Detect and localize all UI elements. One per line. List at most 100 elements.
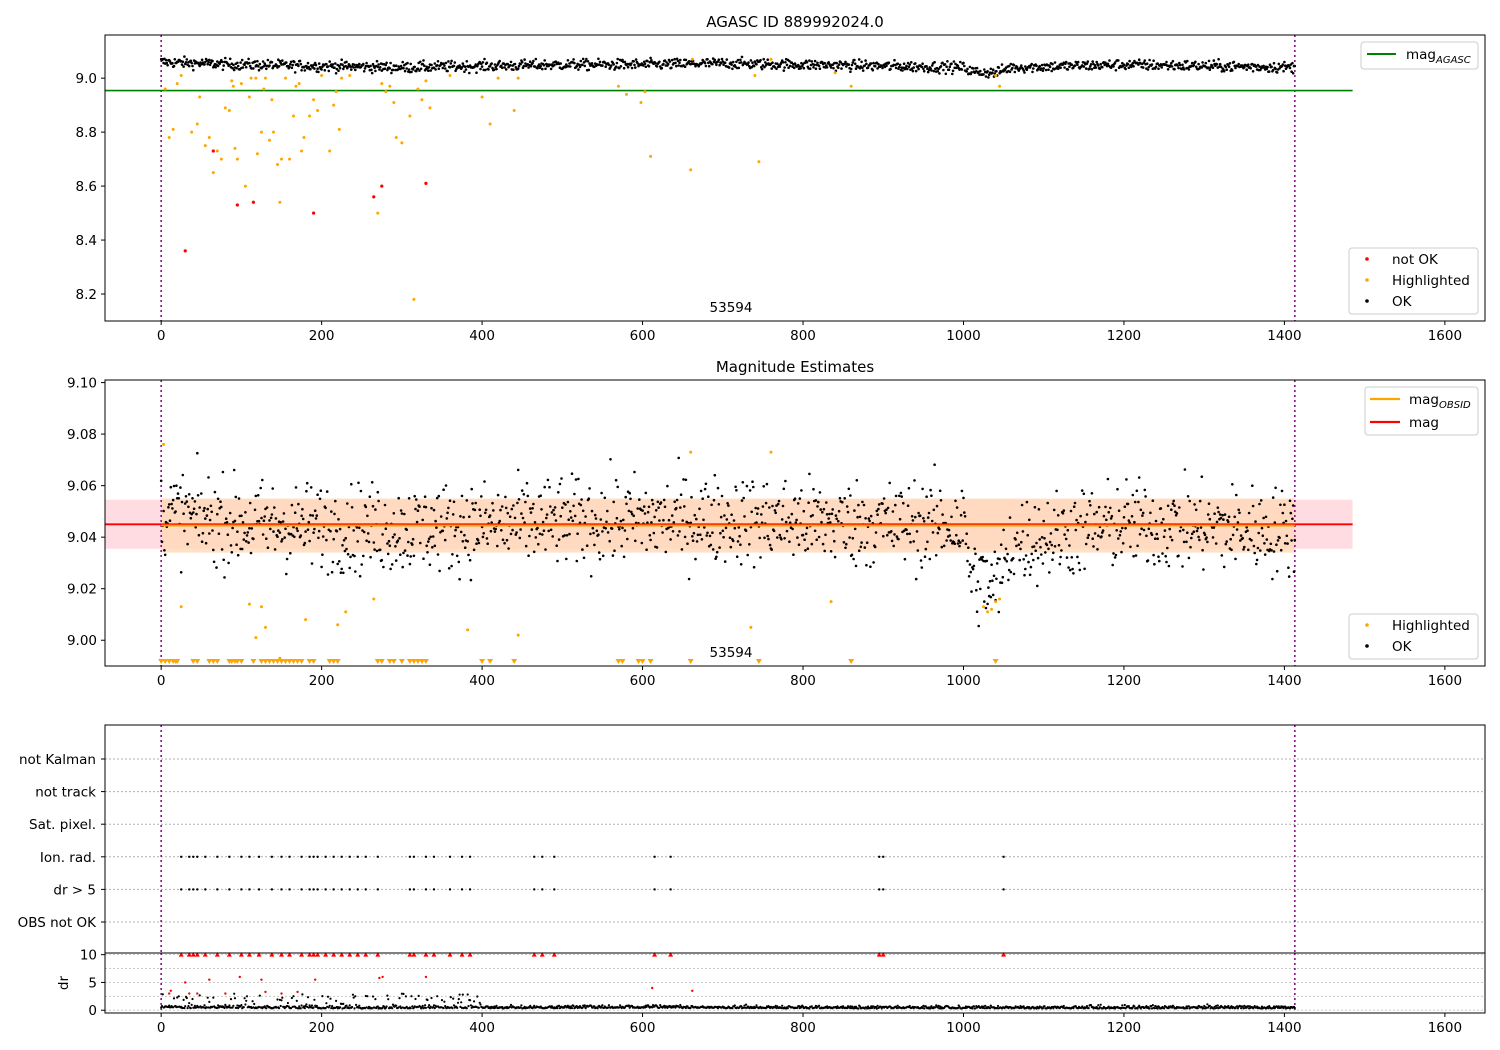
- dr-ok-point: [866, 1007, 869, 1010]
- highlighted-point: [769, 57, 773, 61]
- highlighted-point: [179, 73, 183, 77]
- ok-point: [936, 531, 940, 535]
- ok-point: [666, 62, 670, 66]
- ok-point: [1134, 554, 1138, 557]
- ok-point: [1028, 66, 1032, 69]
- ok-point: [1291, 504, 1295, 507]
- ok-point: [669, 538, 672, 541]
- highlighted-point: [223, 106, 227, 110]
- ok-point: [484, 511, 487, 515]
- ok-point: [867, 517, 871, 520]
- ok-point: [341, 544, 344, 547]
- ok-point: [195, 512, 198, 516]
- dr-ok-point: [244, 1003, 247, 1006]
- highlighted-point: [372, 597, 376, 601]
- ok-point: [862, 503, 866, 507]
- ok-point: [914, 62, 917, 65]
- ok-point: [310, 562, 314, 565]
- ok-point: [704, 482, 708, 486]
- dr-ok-point: [345, 1004, 348, 1007]
- ok-point: [457, 560, 461, 564]
- ok-point: [1109, 506, 1112, 510]
- ok-point: [677, 456, 680, 460]
- ok-point: [252, 67, 255, 70]
- ok-point: [1120, 550, 1123, 554]
- p1-xtick-label: 800: [790, 328, 816, 344]
- dr-gt5-flag-point: [348, 888, 351, 891]
- dr-ok-point: [303, 1007, 306, 1010]
- dr-ok-point: [1247, 1005, 1250, 1008]
- ok-point: [784, 520, 788, 524]
- ok-point: [938, 489, 942, 493]
- ok-point: [516, 468, 520, 472]
- dr-ok-point: [1099, 1003, 1102, 1006]
- ok-point: [599, 518, 603, 521]
- ok-point: [1019, 547, 1022, 551]
- ok-point: [544, 548, 547, 551]
- ok-point: [570, 472, 574, 476]
- ok-point: [190, 512, 193, 516]
- ok-point: [859, 545, 863, 549]
- ok-point: [845, 505, 849, 508]
- ok-point: [536, 526, 539, 530]
- ok-point: [854, 564, 858, 568]
- ok-point: [507, 547, 510, 550]
- ok-point: [1142, 61, 1146, 64]
- ok-point: [673, 500, 676, 504]
- ok-point: [1258, 65, 1261, 68]
- agasc-magnitude-panel: AGASC ID 889992024.0 53594 0 200 400 600 800…: [76, 13, 1486, 344]
- ok-point: [837, 63, 841, 66]
- ok-point: [853, 62, 857, 65]
- dr-gt5-flag-point: [204, 888, 207, 891]
- ok-point: [604, 527, 607, 530]
- dr-ok-point: [424, 1006, 427, 1010]
- dr-red-point: [167, 992, 171, 995]
- ok-point: [431, 546, 434, 549]
- ok-point: [339, 571, 343, 574]
- ok-point: [893, 58, 896, 62]
- dr-ok-point: [355, 1003, 358, 1007]
- ok-point: [898, 65, 901, 69]
- p4-xtick-label: 1200: [1107, 1020, 1141, 1036]
- ok-point: [443, 67, 447, 70]
- dr-ok-point: [786, 1007, 789, 1010]
- ok-point: [1137, 500, 1140, 504]
- offscale-marker: [306, 659, 313, 664]
- p4-xtick-label: 400: [469, 1020, 495, 1036]
- legend-point-label: Highlighted: [1392, 618, 1470, 634]
- dr-ok-point: [404, 995, 407, 998]
- highlighted-point: [488, 122, 492, 126]
- dr-ok-point: [1208, 1004, 1211, 1007]
- ok-point: [346, 502, 349, 505]
- ok-point: [927, 511, 931, 515]
- p2-xtick-label: 800: [790, 673, 816, 689]
- ok-point: [1157, 555, 1160, 558]
- offscale-marker: [270, 659, 277, 664]
- ok-point: [1128, 521, 1131, 524]
- dr-clipped-marker: [186, 952, 192, 957]
- dr-ok-point: [1186, 1007, 1189, 1010]
- ok-point: [278, 531, 282, 534]
- ok-point: [872, 561, 875, 564]
- ok-point: [314, 63, 318, 67]
- flag-category-label: Ion. rad.: [40, 850, 96, 866]
- dr-clipped-marker: [246, 952, 252, 957]
- ok-point: [1020, 64, 1023, 67]
- panel1-line-legend: [1360, 41, 1479, 70]
- ok-point: [424, 505, 428, 509]
- ok-point: [740, 499, 744, 502]
- ok-point: [581, 509, 585, 513]
- ok-point: [371, 504, 375, 508]
- ok-point: [1000, 581, 1004, 585]
- ok-point: [773, 509, 777, 512]
- ok-point: [838, 496, 842, 500]
- ok-point: [293, 535, 296, 539]
- ok-point: [887, 61, 891, 64]
- ok-point: [506, 62, 510, 66]
- dr-ok-point: [1163, 1007, 1166, 1010]
- ok-point: [1153, 537, 1157, 540]
- ok-point: [367, 540, 371, 544]
- ok-point: [902, 501, 905, 505]
- ok-point: [1157, 67, 1160, 70]
- ok-point: [978, 558, 981, 561]
